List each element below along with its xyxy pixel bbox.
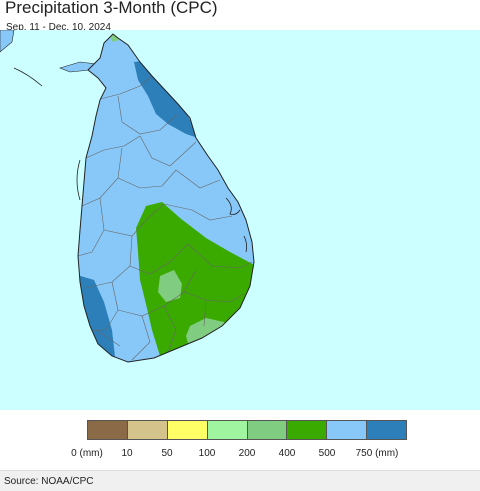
puttalam-lagoon bbox=[76, 159, 81, 201]
legend-swatch bbox=[247, 421, 288, 439]
map-canvas bbox=[0, 30, 255, 363]
map-title: Precipitation 3-Month (CPC) bbox=[5, 0, 218, 17]
footer-bar: Source: NOAA/CPC bbox=[0, 470, 480, 491]
legend-swatch bbox=[207, 421, 248, 439]
legend-swatch bbox=[367, 421, 406, 439]
legend-label: 200 bbox=[238, 448, 256, 459]
source-credit: Source: NOAA/CPC bbox=[4, 476, 94, 487]
trincomalee-bay bbox=[225, 197, 241, 215]
mainland-coast bbox=[0, 30, 15, 53]
legend-swatch bbox=[88, 421, 128, 439]
legend-swatch bbox=[287, 421, 328, 439]
batticaloa-lagoon bbox=[243, 235, 248, 253]
precipitation-map bbox=[0, 30, 480, 410]
southeast-interior-zone bbox=[136, 202, 254, 356]
northeast-coast-zone bbox=[134, 60, 198, 138]
legend-swatch bbox=[327, 421, 368, 439]
legend-label: 50 bbox=[161, 448, 173, 459]
legend-swatch bbox=[127, 421, 168, 439]
island-coastline bbox=[77, 33, 255, 363]
district-boundaries bbox=[78, 75, 253, 361]
adams-bridge-islands bbox=[13, 67, 43, 87]
central-pocket-zone bbox=[158, 270, 182, 302]
legend-label: 0 (mm) bbox=[71, 448, 103, 459]
legend-label: 100 bbox=[198, 448, 216, 459]
southwest-coast-zone bbox=[78, 274, 116, 362]
date-range: Sep. 11 - Dec. 10, 2024 bbox=[6, 22, 111, 33]
legend-label: 10 bbox=[121, 448, 133, 459]
legend-label: 500 bbox=[318, 448, 336, 459]
legend-color-bar bbox=[87, 420, 407, 440]
legend-label: 750 (mm) bbox=[355, 448, 399, 459]
legend-swatch bbox=[167, 421, 208, 439]
legend-label: 400 bbox=[278, 448, 296, 459]
